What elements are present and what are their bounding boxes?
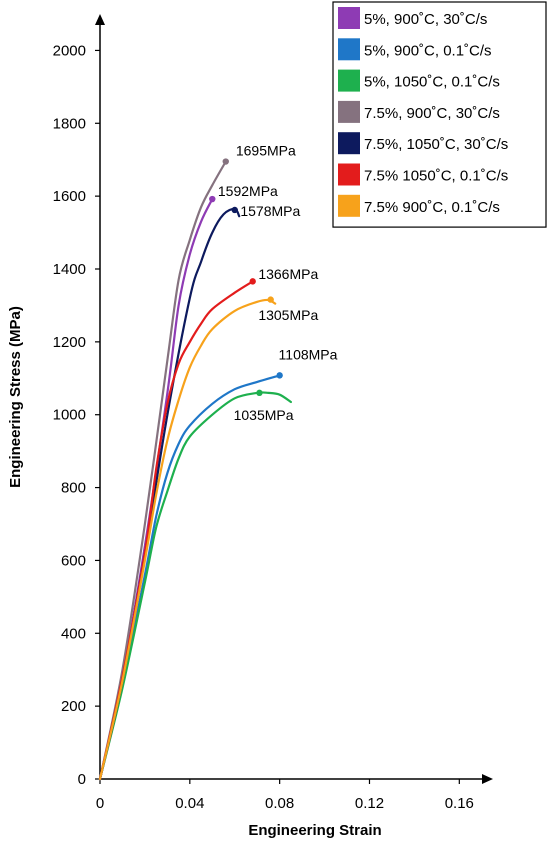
series-end-point-4 (222, 158, 229, 165)
y-axis-arrow (95, 14, 105, 25)
peak-stress-label: 1578MPa (240, 203, 300, 219)
legend-label-4: 7.5%, 900˚C, 30˚C/s (364, 105, 500, 122)
series-line-3 (98, 391, 292, 781)
annotations: 1695MPa 1592MPa 1578MPa 1366MPa 1305MPa 1108M… (218, 142, 338, 423)
series-end-point-2 (276, 372, 283, 379)
legend-swatch-1 (338, 7, 360, 29)
x-tick-label: 0.12 (355, 795, 384, 812)
y-tick-label: 2000 (53, 42, 86, 59)
series-end-point-7 (267, 296, 274, 303)
legend-label-6: 7.5% 1050˚C, 0.1˚C/s (364, 168, 508, 185)
y-tick-label: 1000 (53, 407, 86, 424)
series-end-point-5 (231, 206, 238, 214)
peak-stress-label: 1695MPa (236, 142, 296, 158)
legend-label-5: 7.5%, 1050˚C, 30˚C/s (364, 136, 508, 153)
series-line-6 (98, 280, 254, 781)
legend-swatch-5 (338, 132, 360, 155)
y-tick-label: 1800 (53, 115, 86, 132)
axes: 0 200 400 600 800 1000 1200 1400 1600 1800 2000 0 0.… (7, 14, 493, 839)
legend-swatch-6 (338, 163, 360, 186)
y-tick-label: 800 (61, 480, 86, 497)
legend: 5%, 900˚C, 30˚C/s 5%, 900˚C, 0.1˚C/s 5%, 1… (332, 1, 547, 228)
peak-stress-label: 1305MPa (258, 307, 318, 323)
series-lines (98, 158, 292, 781)
y-tick-label: 1400 (53, 261, 86, 278)
x-tick-label: 0 (96, 795, 104, 812)
x-tick-label: 0.04 (175, 795, 204, 812)
series-end-point-3 (256, 389, 263, 397)
peak-stress-label: 1366MPa (258, 266, 318, 282)
x-axis-arrow (482, 774, 493, 784)
peak-stress-label: 1108MPa (279, 346, 338, 362)
legend-label-2: 5%, 900˚C, 0.1˚C/s (364, 42, 492, 59)
y-tick-label: 0 (78, 771, 86, 788)
legend-swatch-7 (338, 194, 360, 217)
y-tick-label: 200 (61, 698, 86, 715)
legend-swatch-4 (338, 100, 360, 123)
series-end-point-6 (249, 278, 256, 285)
series-end-point-1 (209, 195, 216, 203)
peak-stress-label: 1592MPa (218, 183, 278, 199)
y-tick-label: 400 (61, 625, 86, 642)
series-line-7 (98, 298, 277, 781)
y-axis-title: Engineering Stress (MPa) (7, 306, 24, 488)
y-tick-label: 600 (61, 552, 86, 569)
x-tick-label: 0.08 (265, 795, 294, 812)
legend-swatch-3 (338, 69, 360, 92)
peak-stress-label: 1035MPa (234, 407, 294, 423)
series-line-4 (98, 160, 227, 781)
legend-label-1: 5%, 900˚C, 30˚C/s (364, 11, 487, 28)
legend-box (332, 1, 547, 228)
legend-label-3: 5%, 1050˚C, 0.1˚C/s (364, 74, 500, 91)
x-axis-title: Engineering Strain (248, 822, 381, 839)
legend-swatch-2 (338, 38, 360, 61)
y-tick-label: 1200 (53, 334, 86, 351)
x-tick-label: 0.16 (445, 795, 474, 812)
y-tick-label: 1600 (53, 188, 86, 205)
legend-label-7: 7.5% 900˚C, 0.1˚C/s (364, 199, 500, 216)
